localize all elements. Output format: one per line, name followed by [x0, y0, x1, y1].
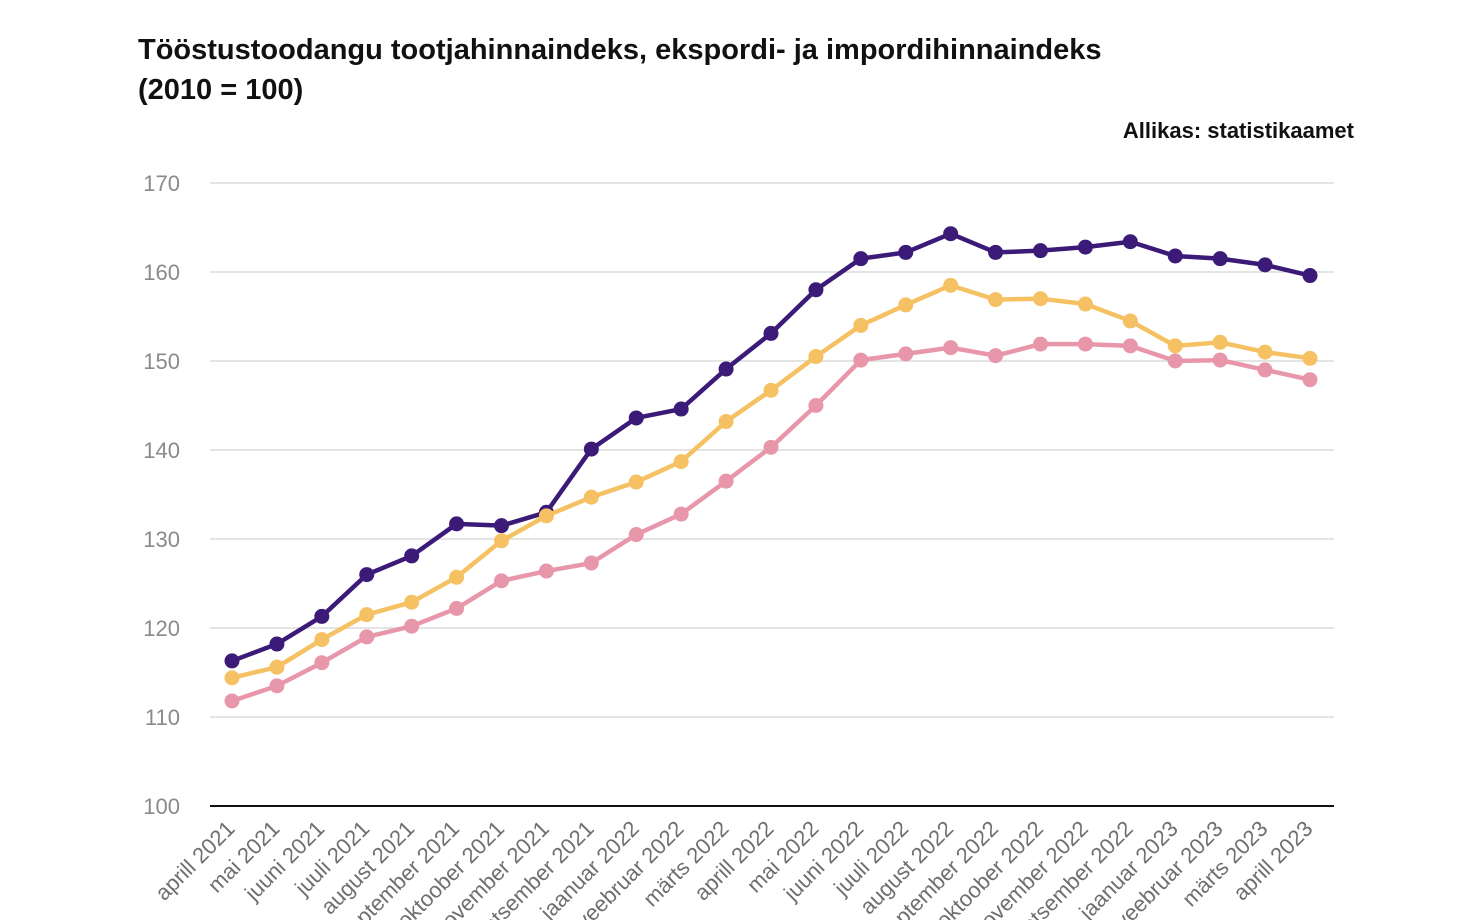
data-point	[314, 655, 330, 671]
data-point	[718, 414, 734, 430]
data-point	[1122, 313, 1138, 329]
data-point	[898, 244, 914, 260]
data-point	[538, 508, 554, 524]
data-point	[1257, 344, 1273, 360]
data-point	[1302, 350, 1318, 366]
chart-source: Allikas: statistikaamet	[1122, 118, 1354, 143]
data-point	[808, 398, 824, 413]
data-point	[1167, 338, 1183, 354]
data-point	[718, 473, 734, 489]
data-point	[673, 454, 689, 470]
gridlines	[210, 182, 1334, 807]
y-tick-label: 110	[145, 705, 180, 730]
data-point	[628, 474, 644, 490]
data-point	[404, 618, 420, 634]
series-layer	[224, 226, 1318, 709]
chart-title-line1: Tööstustoodangu tootjahinnaindeks, ekspo…	[138, 34, 1102, 66]
data-point	[359, 567, 375, 583]
data-point	[943, 340, 959, 356]
data-point	[404, 594, 420, 610]
data-point	[538, 563, 554, 579]
data-point	[673, 401, 689, 417]
series-2	[224, 336, 1318, 709]
data-point	[898, 297, 914, 313]
data-point	[583, 441, 599, 457]
data-point	[224, 693, 240, 709]
data-point	[1302, 268, 1318, 284]
data-point	[763, 382, 779, 398]
data-point	[1077, 239, 1093, 255]
data-point	[763, 325, 779, 341]
data-point	[224, 653, 240, 669]
data-point	[449, 516, 465, 532]
data-point	[1033, 243, 1048, 259]
series-1	[224, 277, 1318, 686]
data-point	[583, 555, 599, 571]
data-point	[628, 527, 644, 543]
data-point	[449, 569, 465, 585]
data-point	[1212, 352, 1228, 368]
data-point	[628, 410, 644, 426]
data-point	[1257, 257, 1273, 273]
y-axis: 100 110 120 130 140 150 160 170	[143, 171, 180, 819]
data-point	[269, 636, 285, 652]
data-point	[808, 349, 824, 365]
data-point	[988, 244, 1004, 260]
y-tick-label: 170	[143, 171, 180, 196]
data-point	[943, 277, 959, 293]
data-point	[1167, 353, 1183, 369]
y-tick-label: 140	[143, 438, 180, 463]
data-point	[1033, 336, 1048, 352]
data-point	[1077, 296, 1093, 312]
y-tick-label: 160	[143, 260, 180, 285]
data-point	[494, 518, 509, 534]
data-point	[224, 670, 240, 686]
chart-title-line2: (2010 = 100)	[138, 74, 304, 106]
data-point	[314, 632, 330, 648]
series-line	[229, 283, 1313, 681]
data-point	[494, 573, 509, 589]
data-point	[359, 629, 375, 645]
data-point	[269, 659, 285, 675]
data-point	[1122, 234, 1138, 250]
data-point	[494, 533, 509, 549]
data-point	[269, 678, 285, 694]
data-point	[1033, 291, 1048, 307]
data-point	[718, 361, 734, 377]
series-0	[224, 226, 1318, 669]
data-point	[359, 607, 375, 623]
data-point	[853, 317, 869, 333]
data-point	[1167, 248, 1183, 264]
data-point	[1302, 372, 1318, 388]
data-point	[1212, 334, 1228, 350]
data-point	[763, 439, 779, 455]
data-point	[1212, 251, 1228, 267]
data-point	[1122, 338, 1138, 354]
data-point	[1257, 362, 1273, 378]
data-point	[898, 346, 914, 362]
chart-title: Tööstustoodangu tootjahinnaindeks, ekspo…	[138, 30, 1338, 110]
y-tick-label: 150	[143, 349, 180, 374]
y-tick-label: 120	[143, 616, 180, 641]
data-point	[449, 600, 465, 616]
data-point	[853, 352, 869, 368]
data-point	[808, 282, 824, 298]
y-tick-label: 130	[143, 527, 180, 552]
data-point	[988, 348, 1004, 364]
data-point	[853, 251, 869, 267]
y-tick-label: 100	[143, 794, 180, 819]
data-point	[404, 548, 420, 564]
data-point	[943, 226, 959, 242]
data-point	[673, 506, 689, 522]
data-point	[1077, 336, 1093, 352]
data-point	[583, 489, 599, 505]
data-point	[988, 292, 1004, 308]
data-point	[314, 608, 330, 624]
